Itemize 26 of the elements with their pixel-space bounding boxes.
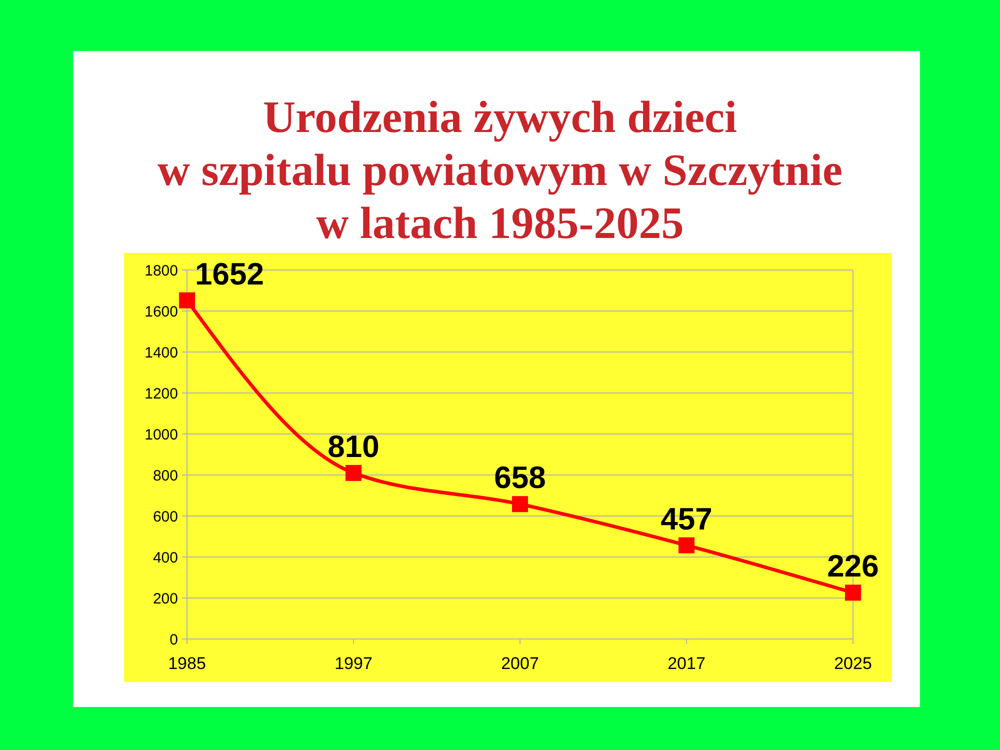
point: [678, 537, 694, 554]
data-label: 810: [328, 428, 380, 464]
data-label: 658: [494, 460, 546, 496]
y-tick-label: 600: [152, 508, 178, 526]
point: [512, 496, 528, 512]
data-label: 1652: [195, 256, 264, 292]
x-tick-label: 2007: [501, 654, 539, 673]
x-tick-label: 2017: [668, 654, 706, 673]
x-tick-label: 2025: [834, 654, 872, 673]
y-tick-label: 1800: [144, 262, 178, 280]
y-tick-label: 1400: [144, 344, 178, 362]
point: [179, 292, 195, 308]
point: [346, 464, 362, 481]
y-tick-label: 0: [170, 631, 178, 648]
chart-title: Urodzenia żywych dzieci w szpitalu powiatowym w Szczytnie w latach 1985-2025: [158, 92, 842, 248]
x-tick-label: 1997: [334, 654, 372, 673]
x-tick-label: 1985: [168, 654, 206, 673]
y-tick-label: 800: [152, 467, 178, 484]
y-tick-label: 200: [152, 590, 178, 608]
y-tick-label: 400: [152, 549, 178, 566]
y-tick-label: 1600: [144, 303, 178, 320]
data-label: 226: [827, 548, 879, 584]
y-tick-label: 1200: [144, 385, 178, 402]
data-label: 457: [660, 501, 712, 536]
y-tick-label: 1000: [144, 426, 178, 444]
point: [845, 584, 861, 601]
